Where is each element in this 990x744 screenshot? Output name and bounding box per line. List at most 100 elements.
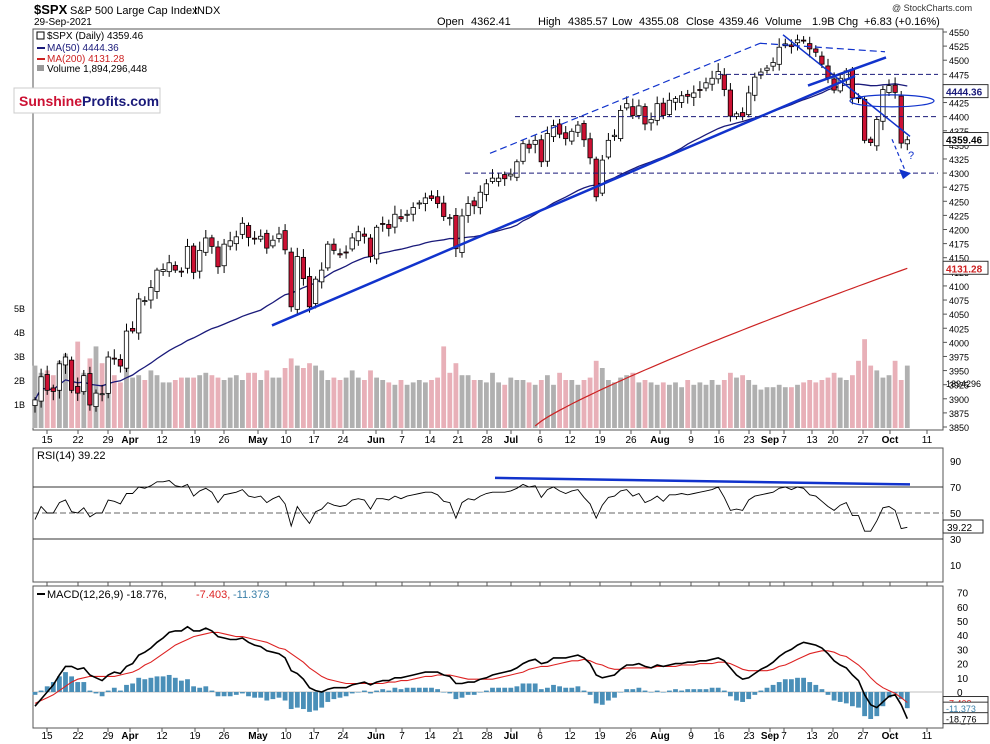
candle-body — [886, 85, 892, 93]
volume-bar — [807, 380, 813, 428]
volume-bar — [532, 384, 538, 428]
x-tick-label-bottom: 28 — [481, 731, 493, 742]
candle-body — [428, 195, 435, 199]
macd-histogram-bar — [490, 687, 495, 692]
volume-bar — [703, 384, 709, 428]
open-label: Open — [437, 16, 464, 28]
x-tick-label: 14 — [424, 435, 436, 446]
macd-histogram-bar — [148, 677, 154, 692]
candle-body — [203, 237, 209, 253]
price-badge: 4359.46 — [946, 136, 983, 147]
low-value: 4355.08 — [639, 16, 679, 28]
macd-histogram-bar — [679, 690, 684, 692]
volume-bar — [124, 365, 129, 428]
volume-bar — [691, 384, 697, 428]
macd-histogram-bar — [258, 692, 264, 698]
x-tick-label-bottom: 9 — [688, 731, 694, 742]
candle-body — [569, 130, 575, 142]
volume-bar — [831, 372, 837, 428]
candle-body — [563, 132, 569, 140]
volume-bar — [801, 382, 806, 428]
candle-body — [44, 374, 50, 391]
volume-bar — [142, 380, 148, 428]
x-tick-label-bottom: 23 — [743, 731, 755, 742]
projection-arrow-line — [891, 138, 906, 171]
volume-bar — [435, 377, 440, 428]
macd-histogram-bar — [484, 690, 489, 692]
macd-histogram-bar — [545, 687, 550, 692]
volume-bar — [581, 380, 587, 428]
x-tick-label-bottom: 7 — [399, 731, 405, 742]
x-tick-label: 23 — [743, 435, 755, 446]
candle-body — [184, 246, 191, 269]
x-tick-label: Apr — [121, 435, 138, 446]
volume-bar — [898, 380, 904, 428]
volume-bar — [276, 377, 282, 428]
volume-bar — [770, 387, 776, 428]
volume-bar — [301, 368, 306, 428]
legend-price: $SPX (Daily) 4359.46 — [47, 31, 144, 42]
volume-bar — [105, 372, 111, 428]
volume-bar — [904, 365, 910, 428]
x-tick-label-bottom: 15 — [41, 731, 53, 742]
macd-histogram-bar — [471, 692, 477, 695]
candle-body — [477, 191, 483, 209]
ma200-badge: 4131.28 — [946, 264, 983, 275]
candle-body — [160, 269, 166, 272]
rsi-panel — [32, 447, 944, 583]
price-grid: 3850 3875 3900 3925 3950 3975 4000 4025 4050 4075… — [14, 28, 981, 433]
x-tick-label: 6 — [537, 435, 543, 446]
candle-body — [495, 177, 502, 182]
volume-bar — [892, 360, 898, 428]
macd-y-tick-label: 20 — [957, 660, 969, 671]
rsi-badge-box — [942, 519, 984, 534]
macd-histogram-bar — [313, 692, 318, 711]
volume-bar — [746, 380, 752, 428]
macd-histogram-bar — [32, 692, 38, 695]
candle-body — [32, 399, 38, 406]
volume-bar — [538, 380, 544, 428]
macd-histogram-bar — [197, 687, 203, 692]
candle-body — [81, 375, 87, 393]
candle-body — [62, 356, 69, 366]
volume-bar — [81, 372, 87, 428]
macd-histogram-bar — [624, 689, 630, 692]
candle-body — [691, 92, 697, 98]
candle-body — [294, 256, 300, 310]
volume-bar — [307, 363, 312, 428]
macd-histogram-bar — [331, 692, 337, 700]
volume-bar — [63, 353, 68, 428]
candle-body — [489, 177, 496, 182]
x-tick-label: 19 — [594, 435, 606, 446]
macd-histogram-bar — [111, 687, 117, 692]
candle-body — [648, 119, 654, 124]
macd-histogram-bar — [496, 687, 501, 692]
macd-histogram-bar — [160, 676, 166, 692]
macd-histogram-bar — [569, 687, 575, 692]
macd-histogram-bar — [392, 687, 398, 692]
macd-histogram-bar — [856, 692, 861, 708]
candle-body — [105, 356, 111, 394]
volume-bar — [362, 380, 367, 428]
rsi-badge: 39.22 — [947, 523, 972, 534]
volume-bar — [154, 375, 160, 428]
macd-histogram-bar — [874, 692, 880, 717]
volume-bar — [612, 382, 617, 428]
x-tick-label: 15 — [41, 435, 53, 446]
x-tick-label: Sep — [761, 435, 779, 446]
volume-bar — [441, 346, 447, 428]
volume-bar — [453, 363, 459, 428]
candle-body — [776, 46, 782, 65]
candle-body — [685, 93, 691, 97]
x-axis: 15 15 22 22 29 29 Apr Apr 12 12 19 19 26 26 May May 10 10… — [41, 430, 933, 742]
candle-body — [245, 225, 252, 238]
candle-body — [392, 213, 398, 228]
candle-body — [221, 243, 227, 267]
x-tick-label: 20 — [827, 435, 839, 446]
macd-histogram-bar — [721, 690, 727, 692]
candle-body — [514, 161, 520, 178]
macd-histogram-bar — [746, 692, 752, 700]
macd-histogram-bar — [44, 686, 50, 692]
volume-bar — [368, 370, 373, 428]
x-tick-label-bottom: Oct — [882, 731, 899, 742]
